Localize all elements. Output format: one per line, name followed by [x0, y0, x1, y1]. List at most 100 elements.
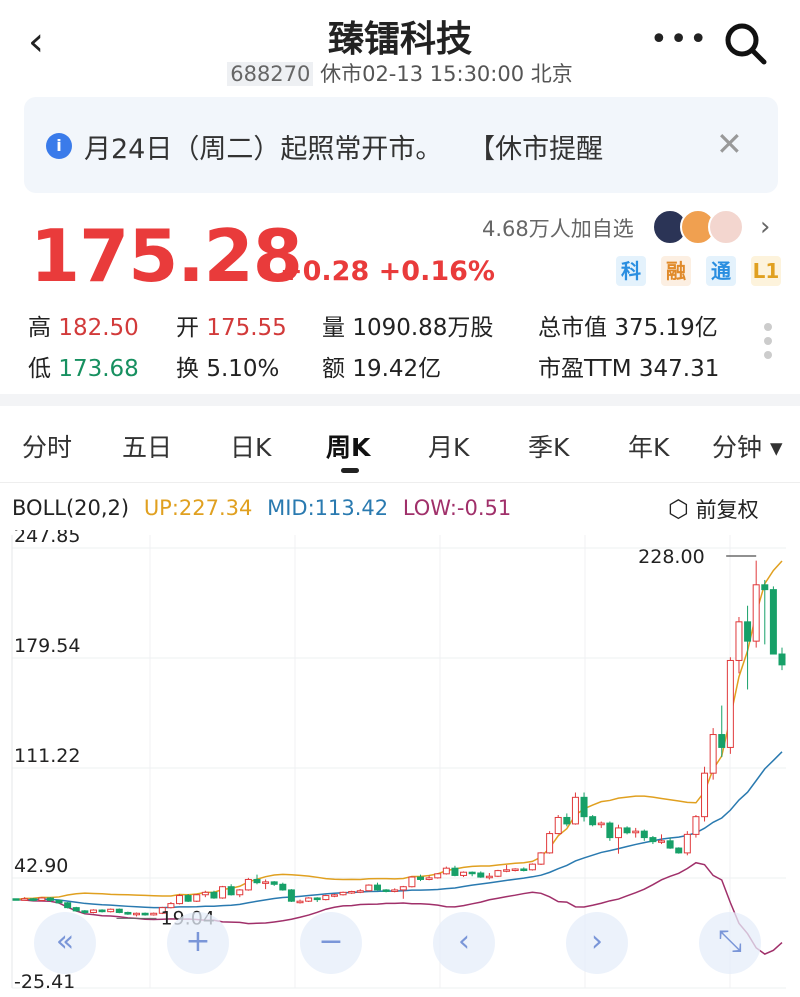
candle: [150, 912, 158, 916]
tab-item[interactable]: 月K: [428, 433, 470, 462]
adjust-button[interactable]: ⬡ 前复权: [668, 494, 759, 524]
candle: [391, 888, 399, 893]
tab-item[interactable]: 季K: [528, 433, 570, 462]
stat-label: 低: [28, 356, 51, 382]
candle: [322, 894, 330, 901]
candle: [193, 893, 201, 902]
notice-banner[interactable]: i 月24日（周二）起照常开市。 【休市提醒 ✕: [24, 97, 778, 193]
candle: [124, 911, 132, 915]
candle: [339, 891, 347, 896]
chevron-right-icon[interactable]: ›: [760, 212, 771, 242]
stat-value: 182.50: [58, 315, 139, 341]
candle: [141, 912, 149, 916]
close-icon[interactable]: ✕: [716, 125, 743, 163]
candle: [210, 890, 218, 899]
candle: [107, 908, 115, 913]
candle: [38, 897, 46, 902]
tab-item[interactable]: 分时: [22, 433, 73, 462]
candle: [132, 912, 140, 917]
candle: [167, 901, 175, 909]
current-price: 175.28: [30, 214, 303, 298]
candle: [227, 884, 235, 896]
back-icon[interactable]: ‹: [28, 19, 44, 65]
stat-label: 额: [322, 356, 345, 382]
candle: [55, 899, 63, 904]
tab-item[interactable]: 年K: [628, 433, 670, 462]
tag-badge[interactable]: 科: [616, 256, 646, 286]
tab-item[interactable]: 分钟 ▾: [712, 433, 783, 462]
candle: [21, 897, 29, 901]
boll-up: UP:227.34: [143, 496, 253, 520]
candle: [417, 874, 425, 882]
candle: [640, 829, 648, 841]
stat-value: 5.10%: [206, 356, 280, 382]
search-icon[interactable]: [722, 20, 768, 66]
candle: [589, 815, 597, 827]
candle: [348, 890, 356, 894]
chevron-right-icon[interactable]: ›: [566, 912, 628, 974]
y-tick-label: 179.54: [14, 635, 80, 657]
more-dots-icon[interactable]: •••: [650, 22, 710, 57]
candle: [64, 901, 72, 909]
candle: [176, 893, 184, 905]
tag-badge[interactable]: 融: [661, 256, 691, 286]
tag-badge[interactable]: 通: [706, 256, 736, 286]
zoom-in-icon[interactable]: +: [167, 912, 229, 974]
candle: [597, 821, 605, 828]
candle: [382, 889, 390, 893]
candle: [511, 868, 519, 872]
y-tick-label: 247.85: [14, 530, 80, 547]
candle: [296, 899, 304, 904]
stat-label: 换: [176, 356, 199, 382]
stat-item: 换 5.10%: [176, 349, 279, 383]
candle: [253, 874, 261, 885]
max-label: 228.00: [638, 546, 704, 568]
rewind-icon[interactable]: «: [34, 912, 96, 974]
hexagon-settings-icon: ⬡: [668, 495, 689, 523]
tab-item[interactable]: 日K: [230, 433, 272, 462]
candle: [399, 885, 407, 899]
candle: [554, 815, 562, 835]
y-tick-label: 42.90: [14, 855, 68, 877]
candle: [614, 824, 622, 854]
candle: [244, 877, 252, 891]
chevron-left-icon[interactable]: ‹: [433, 912, 495, 974]
stock-status: 688270 休市02-13 15:30:00 北京: [0, 58, 800, 88]
candle: [666, 837, 674, 849]
tab-item[interactable]: 五日: [122, 433, 173, 462]
zoom-out-icon[interactable]: −: [300, 912, 362, 974]
more-vertical-icon[interactable]: [764, 323, 774, 365]
fullscreen-icon[interactable]: ⤡: [699, 912, 761, 974]
stat-label: 高: [28, 315, 51, 341]
candle: [503, 864, 511, 873]
info-icon: i: [46, 133, 72, 159]
candle: [262, 879, 270, 890]
candle: [158, 906, 166, 915]
candle: [330, 893, 338, 898]
divider: [0, 482, 800, 483]
candle: [752, 560, 760, 648]
candle: [769, 586, 777, 655]
tab-item[interactable]: 周K: [326, 433, 371, 462]
candle: [184, 893, 192, 902]
y-tick-label: -25.41: [14, 971, 75, 993]
candle: [658, 834, 666, 845]
watchers-count[interactable]: 4.68万人加自选: [482, 217, 634, 241]
candle: [89, 909, 97, 914]
candle: [623, 826, 631, 835]
candle: [442, 866, 450, 875]
candle: [425, 875, 433, 881]
boll-mid: MID:113.42: [267, 496, 389, 520]
candle: [744, 605, 752, 690]
candle: [29, 897, 37, 902]
candle: [718, 705, 726, 758]
tag-badge[interactable]: L1: [751, 256, 781, 286]
candle: [313, 897, 321, 902]
candle: [81, 910, 89, 915]
stat-label: 开: [176, 315, 199, 341]
stat-item: 市盈TTM 347.31: [538, 349, 719, 383]
stat-value: 173.68: [58, 356, 139, 382]
stat-label: 市盈TTM: [538, 356, 632, 382]
candle: [451, 865, 459, 877]
